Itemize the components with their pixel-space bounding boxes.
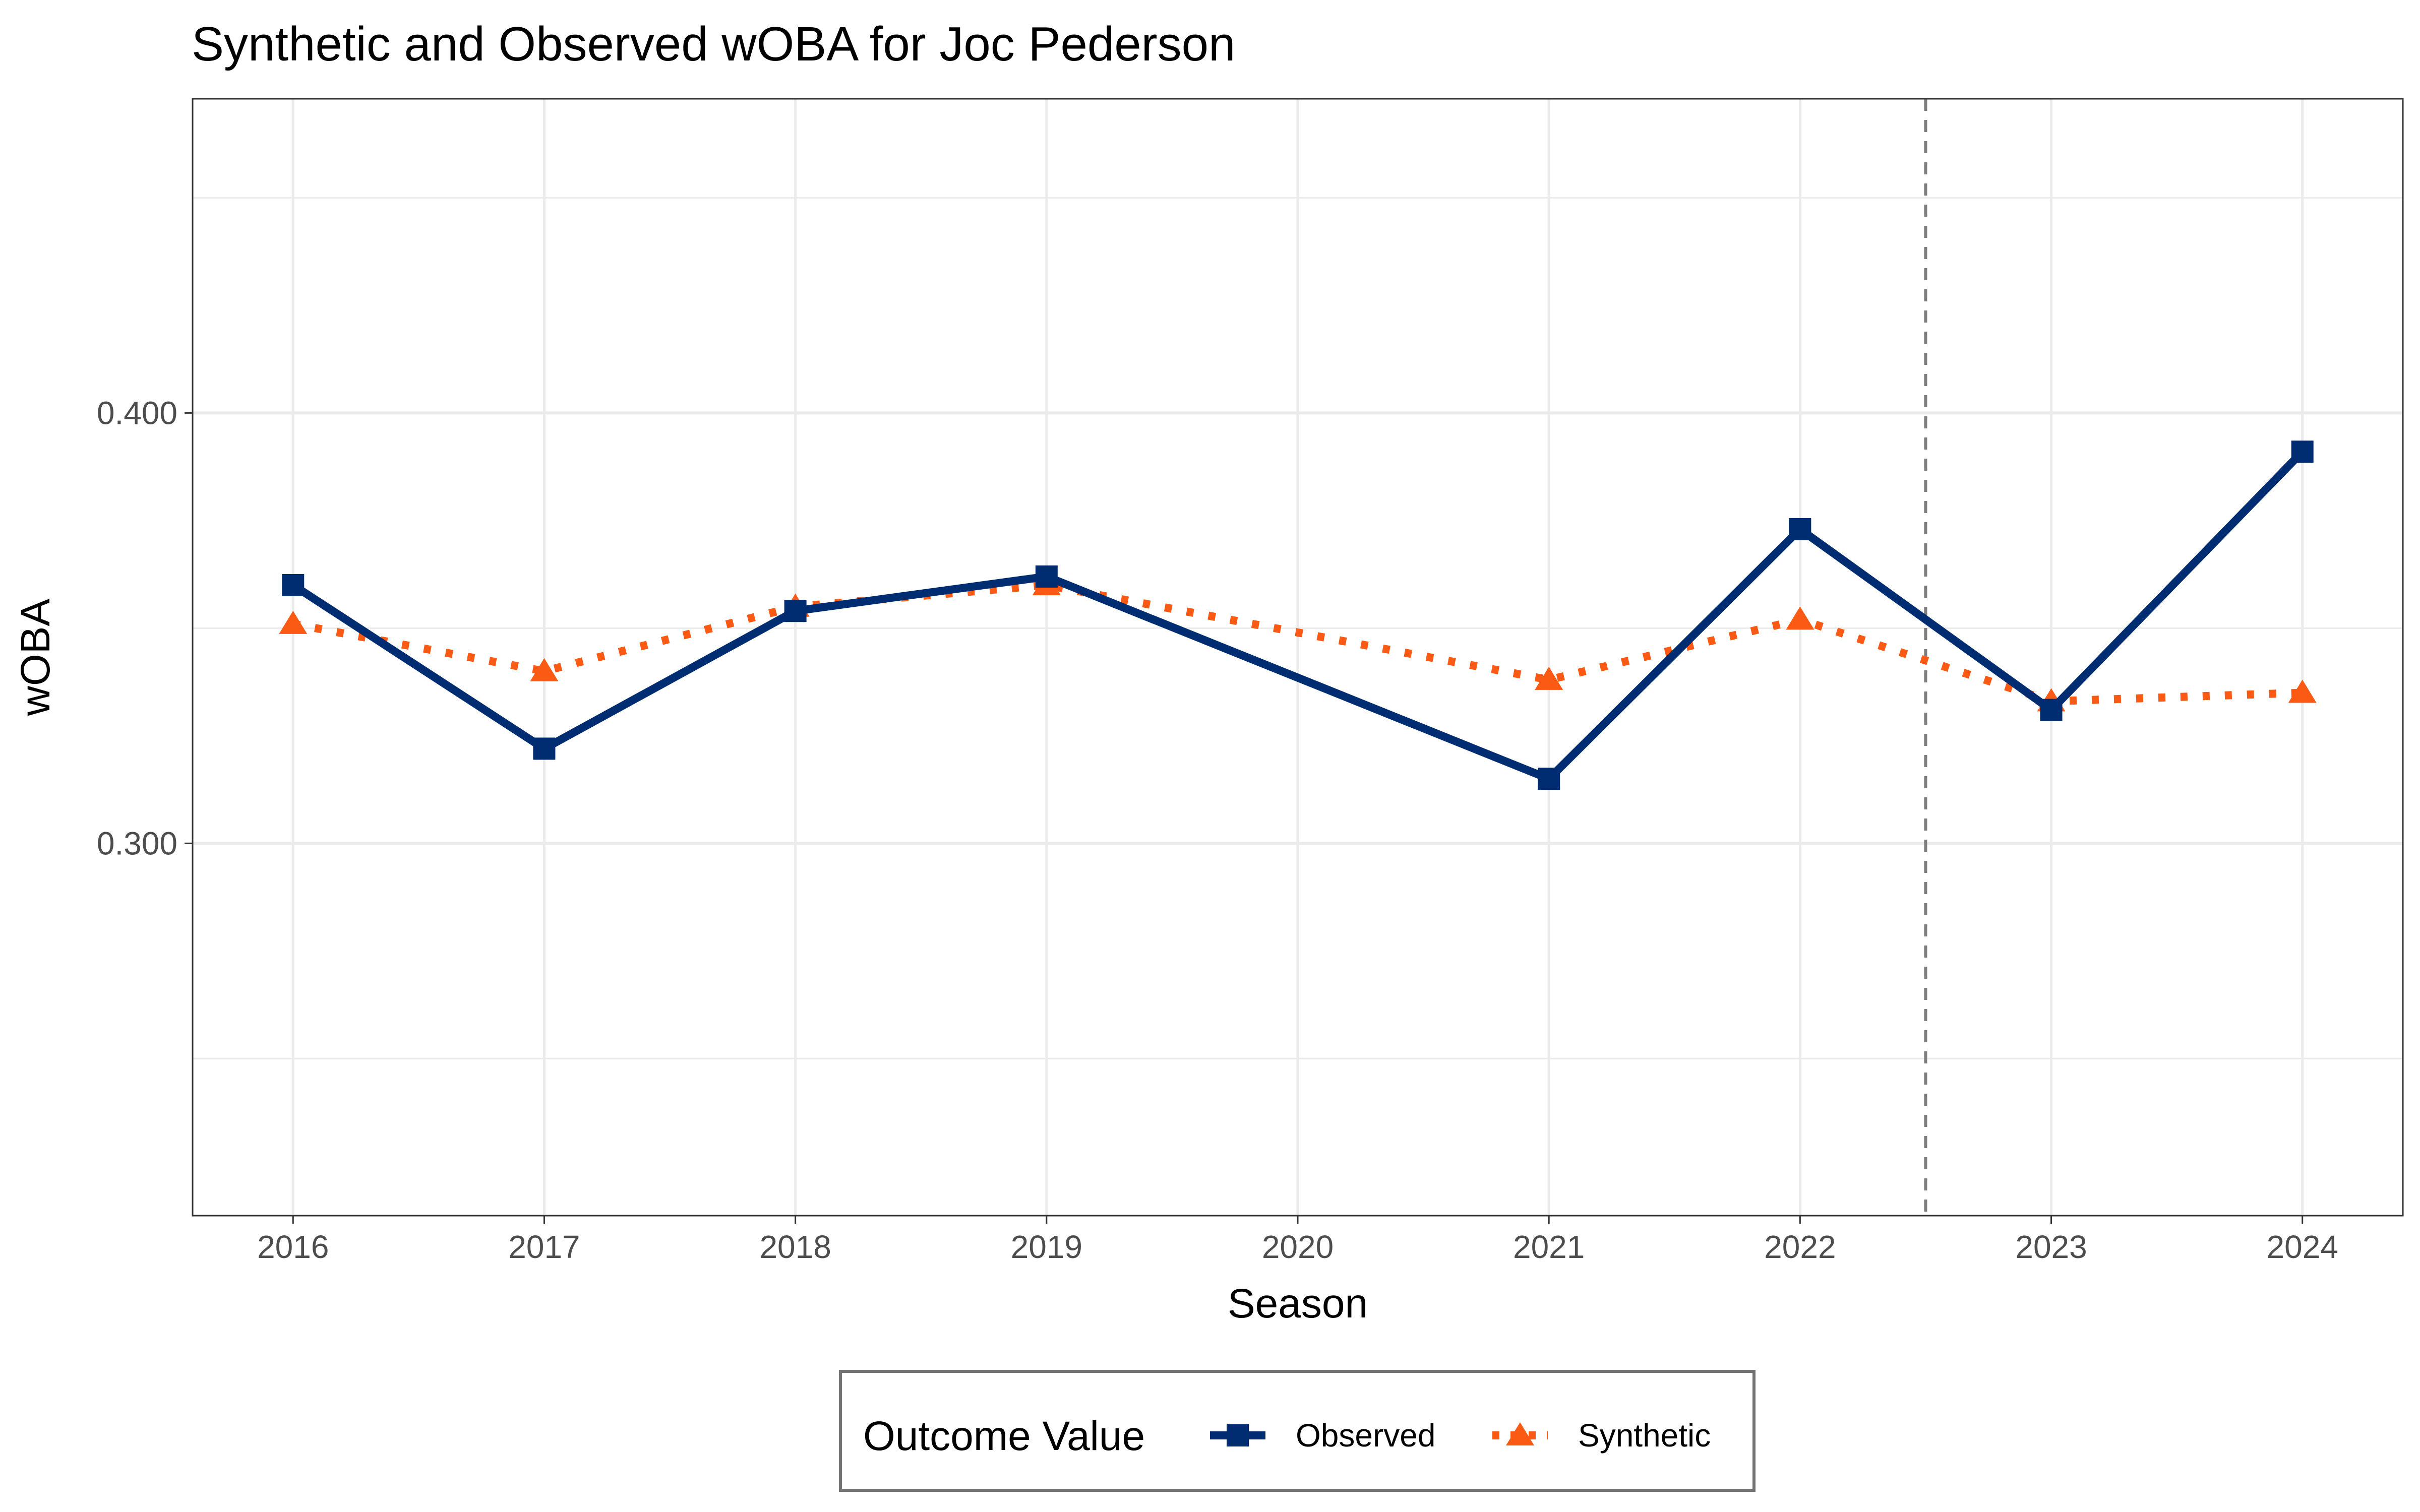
point-observed-2022 [1789,518,1811,540]
legend-entry-synthetic: Synthetic [1492,1417,1711,1454]
legend: Outcome Value Observed Synthetic [839,1370,1756,1492]
axes: 2016 2017 2018 2019 2020 2021 2022 2023 2024 0.30… [97,395,2338,1265]
series-line-synthetic [292,581,2303,706]
y-tick-label-0.300: 0.300 [97,825,177,861]
point-synthetic-2017 [530,658,559,681]
legend-entries: Observed Synthetic [1210,1417,1711,1454]
point-observed-2018 [784,600,807,622]
point-observed-2024 [2291,440,2314,463]
point-observed-2023 [2040,699,2063,721]
legend-key-marker-synthetic [1506,1422,1534,1445]
point-synthetic-2016 [279,610,308,634]
x-tick-label-2019: 2019 [1011,1229,1082,1265]
series-line-observed [290,449,2306,783]
point-synthetic-2022 [1786,606,1814,630]
x-tick-label-2017: 2017 [508,1229,580,1265]
x-tick-label-2023: 2023 [2015,1229,2087,1265]
point-observed-2019 [1035,565,1058,588]
x-tick-label-2016: 2016 [257,1229,329,1265]
legend-box [839,1370,1756,1492]
legend-key-marker-observed [1227,1424,1249,1446]
legend-label-observed: Observed [1296,1417,1435,1454]
series-group [279,440,2317,790]
x-tick-label-2022: 2022 [1764,1229,1836,1265]
x-tick-label-2024: 2024 [2267,1229,2338,1265]
point-observed-2016 [282,574,305,596]
point-observed-2017 [533,737,556,760]
grid-lines [193,99,2403,1216]
series-observed [282,440,2314,790]
legend-entry-observed: Observed [1210,1417,1435,1454]
y-axis-title: wOBA [13,599,58,717]
point-synthetic-2024 [2288,679,2317,703]
y-tick-label-0.400: 0.400 [97,395,177,431]
chart-title: Synthetic and Observed wOBA for Joc Pede… [192,17,1235,71]
x-tick-label-2018: 2018 [759,1229,831,1265]
x-axis-title: Season [1228,1281,1368,1327]
x-tick-label-2021: 2021 [1513,1229,1585,1265]
legend-title: Outcome Value [863,1413,1145,1459]
x-tick-label-2020: 2020 [1262,1229,1334,1265]
legend-label-synthetic: Synthetic [1578,1417,1711,1454]
point-synthetic-2021 [1535,666,1563,690]
point-observed-2021 [1538,768,1560,790]
